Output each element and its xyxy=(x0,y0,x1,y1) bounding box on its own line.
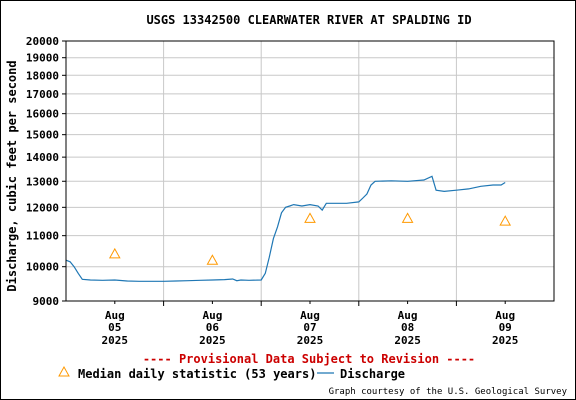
provisional-note: ---- Provisional Data Subject to Revisio… xyxy=(143,352,475,366)
y-tick-label: 10000 xyxy=(26,261,59,274)
credit-text: Graph courtesy of the U.S. Geological Su… xyxy=(329,387,568,397)
y-tick-label: 13000 xyxy=(26,175,59,188)
x-tick-label-year: 2025 xyxy=(102,334,129,347)
x-tick-label-month: Aug xyxy=(398,309,418,322)
y-axis-label: Discharge, cubic feet per second xyxy=(5,60,19,291)
median-triangle-marker xyxy=(108,247,121,259)
x-tick-label-month: Aug xyxy=(105,309,125,322)
y-tick-label: 18000 xyxy=(26,69,59,82)
y-tick-label: 12000 xyxy=(26,201,59,214)
legend-discharge-label: Discharge xyxy=(340,367,405,381)
x-tick-label-day: 05 xyxy=(108,321,121,334)
x-tick-label-year: 2025 xyxy=(492,334,519,347)
x-tick-label-day: 09 xyxy=(499,321,512,334)
x-tick-label-day: 06 xyxy=(206,321,220,334)
y-tick-label: 14000 xyxy=(26,151,59,164)
y-tick-label: 19000 xyxy=(26,52,59,65)
plot-frame xyxy=(65,40,555,302)
legend-median-triangle-icon xyxy=(58,365,70,377)
median-triangle-marker xyxy=(304,212,316,223)
median-triangle-marker xyxy=(499,215,512,226)
x-tick-label-month: Aug xyxy=(202,309,222,322)
y-tick-label: 20000 xyxy=(26,35,59,48)
y-tick-label: 9000 xyxy=(33,295,60,308)
x-tick-label-year: 2025 xyxy=(394,334,421,347)
legend: Median daily statistic (53 years) Discha… xyxy=(58,365,405,381)
y-tick-labels: 9000 10000 11000 12000 13000 14000 15000 16000 1… xyxy=(26,35,59,308)
y-tick-label: 17000 xyxy=(26,88,59,101)
grid-layer xyxy=(62,40,554,306)
median-triangle-marker xyxy=(401,212,414,223)
x-tick-labels: Aug052025Aug062025Aug072025Aug082025Aug0… xyxy=(102,309,519,347)
y-tick-label: 16000 xyxy=(26,108,59,121)
chart-title: USGS 13342500 CLEARWATER RIVER AT SPALDI… xyxy=(146,13,471,27)
x-tick-label-month: Aug xyxy=(300,309,320,322)
y-tick-label: 11000 xyxy=(26,230,59,243)
x-tick-label-day: 07 xyxy=(303,321,316,334)
x-tick-label-year: 2025 xyxy=(297,334,324,347)
y-tick-label: 15000 xyxy=(26,129,59,142)
discharge-series-line xyxy=(65,175,506,282)
x-tick-label-day: 08 xyxy=(401,321,414,334)
x-tick-label-month: Aug xyxy=(495,309,515,322)
median-triangle-marker xyxy=(206,254,219,265)
x-tick-label-year: 2025 xyxy=(199,334,226,347)
legend-median-label: Median daily statistic (53 years) xyxy=(78,367,316,381)
series-layer xyxy=(65,175,512,282)
